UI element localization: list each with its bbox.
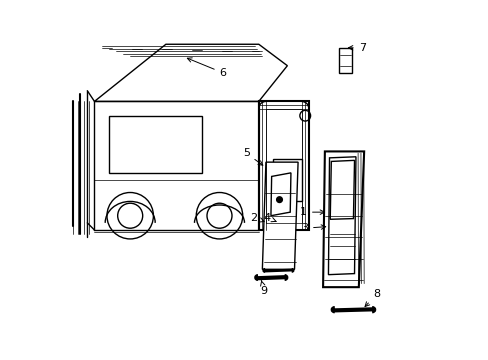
Text: 4: 4 (263, 212, 275, 222)
Text: 7: 7 (347, 43, 365, 53)
Circle shape (276, 197, 282, 203)
Polygon shape (258, 102, 308, 230)
Text: 6: 6 (187, 58, 226, 78)
Text: 2: 2 (249, 212, 264, 222)
Text: 9: 9 (260, 280, 267, 296)
Text: 8: 8 (365, 289, 380, 306)
Polygon shape (262, 162, 298, 269)
Text: 5: 5 (242, 148, 262, 165)
Text: 3: 3 (301, 223, 325, 233)
Polygon shape (329, 160, 354, 219)
Polygon shape (270, 173, 290, 216)
Polygon shape (272, 158, 301, 202)
Polygon shape (94, 44, 287, 102)
Polygon shape (328, 157, 355, 275)
Polygon shape (108, 116, 201, 173)
Polygon shape (339, 48, 351, 73)
Polygon shape (323, 152, 364, 287)
Text: 1: 1 (300, 207, 324, 217)
